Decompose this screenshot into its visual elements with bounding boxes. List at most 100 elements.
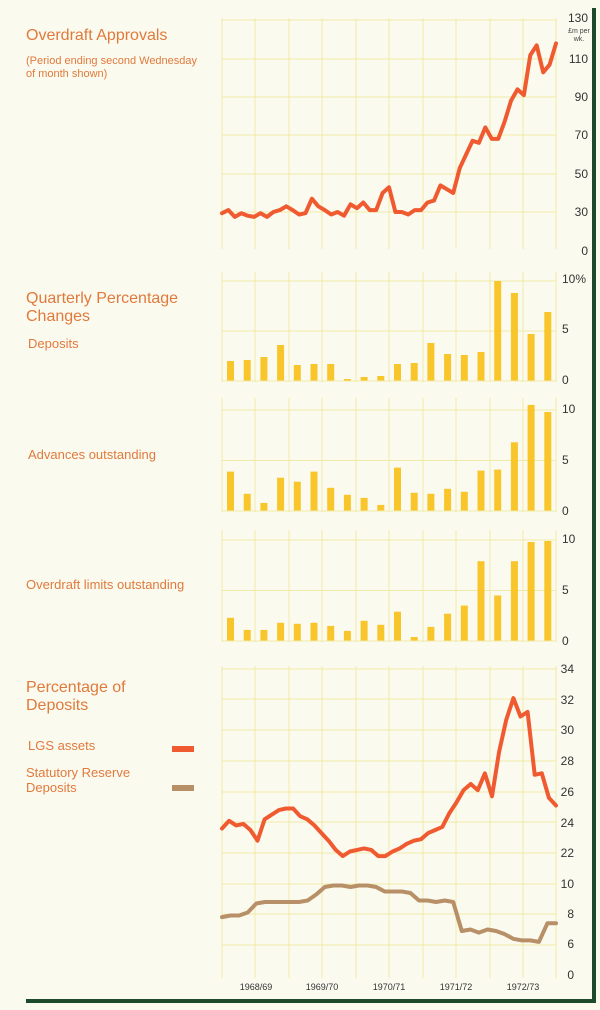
advances-ytick-2: 10 — [562, 402, 576, 416]
deposits-bar-4 — [293, 365, 301, 381]
deposits-bar-2 — [260, 357, 268, 381]
limits-bar-8 — [360, 620, 368, 641]
overdraft-ytick-30: 30 — [575, 205, 589, 219]
advances-bar-0 — [227, 471, 234, 511]
srd-line — [220, 883, 558, 944]
pct-ytick-26: 26 — [561, 785, 575, 799]
overdraft-title: Overdraft Approvals — [26, 27, 168, 44]
deposits-bar-17 — [510, 293, 518, 381]
advances-ytick-1: 5 — [562, 453, 569, 467]
limits-ytick-1: 5 — [562, 583, 569, 597]
advances-bar-7 — [343, 494, 351, 511]
limits-bar-17 — [510, 561, 518, 641]
pct-ytick-32: 32 — [561, 693, 575, 707]
limits-bar-13 — [444, 613, 452, 641]
limits-bar-0 — [227, 617, 234, 641]
deposits-bar-14 — [460, 355, 468, 381]
limits-label: Overdraft limits outstanding — [26, 577, 185, 592]
deposits-bar-0 — [227, 361, 234, 381]
deposits-bar-9 — [377, 376, 385, 381]
pct-xtick-1968/69: 1968/69 — [240, 982, 273, 992]
pct-ytick-0: 0 — [567, 968, 574, 982]
frame-bottom — [26, 999, 596, 1003]
advances-bar-8 — [360, 497, 368, 511]
deposits-ytick-2: 10% — [562, 272, 586, 286]
pct-ytick-22: 22 — [561, 846, 575, 860]
lgs-assets-line — [220, 696, 558, 859]
overdraft-approvals-line — [220, 41, 558, 219]
advances-bar-1 — [243, 493, 251, 511]
limits-ytick-0: 0 — [562, 634, 569, 648]
advances-bar-16 — [494, 469, 502, 511]
advances-bar-4 — [293, 481, 301, 511]
limits-bar-10 — [394, 611, 401, 641]
legend-lgs-swatch — [172, 746, 194, 752]
percentage-title: Percentage of Deposits — [26, 679, 126, 714]
deposits-bar-5 — [310, 364, 318, 381]
limits-bar-7 — [343, 630, 351, 641]
limits-bar-4 — [293, 623, 301, 641]
quarterly-title: Quarterly Percentage Changes — [26, 290, 179, 325]
deposits-bar-19 — [544, 312, 552, 381]
limits-bar-5 — [310, 622, 318, 641]
overdraft-subtitle: (Period ending second Wednesday of month… — [26, 55, 198, 80]
deposits-bar-18 — [527, 334, 535, 381]
advances-bar-11 — [410, 492, 418, 511]
overdraft-ytick-130: 130 — [568, 11, 588, 25]
advances-bar-13 — [444, 488, 452, 511]
limits-ytick-2: 10 — [562, 532, 576, 546]
advances-bar-2 — [260, 502, 268, 511]
deposits-bar-6 — [327, 364, 335, 381]
deposits-bar-8 — [360, 377, 368, 381]
deposits-bar-11 — [410, 363, 418, 381]
limits-bar-16 — [494, 595, 502, 641]
legend-lgs-label: LGS assets — [28, 738, 96, 753]
deposits-bar-15 — [477, 352, 485, 381]
pct-xtick-1970/71: 1970/71 — [373, 982, 406, 992]
limits-bar-12 — [427, 626, 435, 641]
advances-bar-10 — [394, 467, 401, 511]
advances-bar-6 — [327, 487, 335, 511]
advances-bar-17 — [510, 442, 518, 511]
limits-bar-3 — [277, 622, 285, 641]
advances-bar-9 — [377, 504, 385, 511]
deposits-bar-12 — [427, 343, 435, 381]
limits-bar-1 — [243, 629, 251, 641]
legend-srd-label: Statutory Reserve Deposits — [26, 765, 131, 795]
advances-bar-19 — [544, 412, 552, 511]
limits-bar-6 — [327, 625, 335, 641]
overdraft-ytick-0: 0 — [581, 244, 588, 258]
limits-bar-15 — [477, 561, 485, 641]
deposits-bar-3 — [277, 345, 285, 381]
pct-ytick-24: 24 — [561, 816, 575, 830]
deposits-bar-10 — [394, 364, 401, 381]
limits-bar-19 — [544, 541, 552, 641]
pct-xtick-1972/73: 1972/73 — [507, 982, 540, 992]
advances-bar-14 — [460, 491, 468, 511]
deposits-bar-7 — [343, 379, 351, 381]
overdraft-ytick-110: 110 — [569, 52, 588, 66]
limits-bar-2 — [260, 629, 268, 641]
deposits-bar-1 — [243, 360, 251, 381]
deposits-ytick-0: 0 — [562, 373, 569, 387]
advances-bar-15 — [477, 470, 485, 511]
pct-ytick-6: 6 — [567, 937, 574, 951]
pct-ytick-28: 28 — [561, 754, 575, 768]
pct-ytick-10: 10 — [561, 877, 575, 891]
advances-ytick-0: 0 — [562, 504, 569, 518]
pct-xtick-1971/72: 1971/72 — [440, 982, 473, 992]
limits-bar-14 — [460, 605, 468, 641]
legend-srd-swatch — [172, 785, 194, 791]
deposits-bar-13 — [444, 354, 452, 381]
overdraft-ytick-90: 90 — [575, 90, 589, 104]
advances-bar-18 — [527, 404, 535, 511]
pct-ytick-8: 8 — [567, 907, 574, 921]
limits-bar-18 — [527, 542, 535, 641]
advances-bar-3 — [277, 477, 285, 511]
advances-bar-5 — [310, 471, 318, 511]
limits-bar-11 — [410, 637, 418, 641]
limits-bar-9 — [377, 624, 385, 641]
deposits-label: Deposits — [28, 336, 79, 351]
